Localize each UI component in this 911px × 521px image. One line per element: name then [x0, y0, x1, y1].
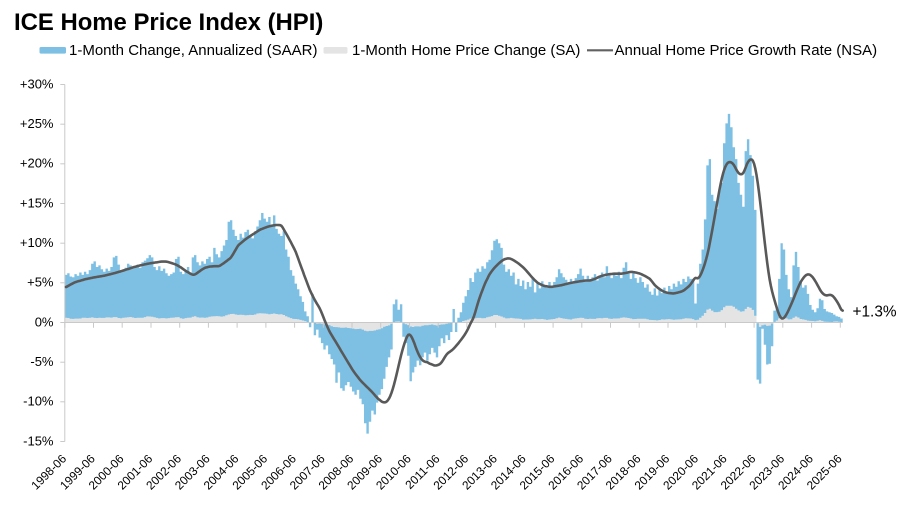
svg-text:-10%: -10% — [23, 394, 54, 409]
svg-text:+1.3%: +1.3% — [853, 304, 897, 321]
svg-text:0%: 0% — [35, 314, 54, 329]
svg-text:+30%: +30% — [20, 76, 54, 91]
svg-text:+5%: +5% — [27, 275, 54, 290]
svg-text:+20%: +20% — [20, 156, 54, 171]
svg-text:1-Month Change, Annualized (SA: 1-Month Change, Annualized (SAAR) — [69, 42, 317, 59]
svg-text:ICE Home Price Index (HPI): ICE Home Price Index (HPI) — [14, 9, 323, 36]
svg-text:-5%: -5% — [30, 354, 54, 369]
svg-text:-15%: -15% — [23, 433, 54, 448]
svg-text:1-Month Home Price Change (SA): 1-Month Home Price Change (SA) — [352, 42, 580, 59]
svg-text:Annual Home Price Growth Rate: Annual Home Price Growth Rate (NSA) — [615, 42, 878, 59]
svg-text:+15%: +15% — [20, 195, 54, 210]
svg-text:+25%: +25% — [20, 116, 54, 131]
svg-text:+10%: +10% — [20, 235, 54, 250]
